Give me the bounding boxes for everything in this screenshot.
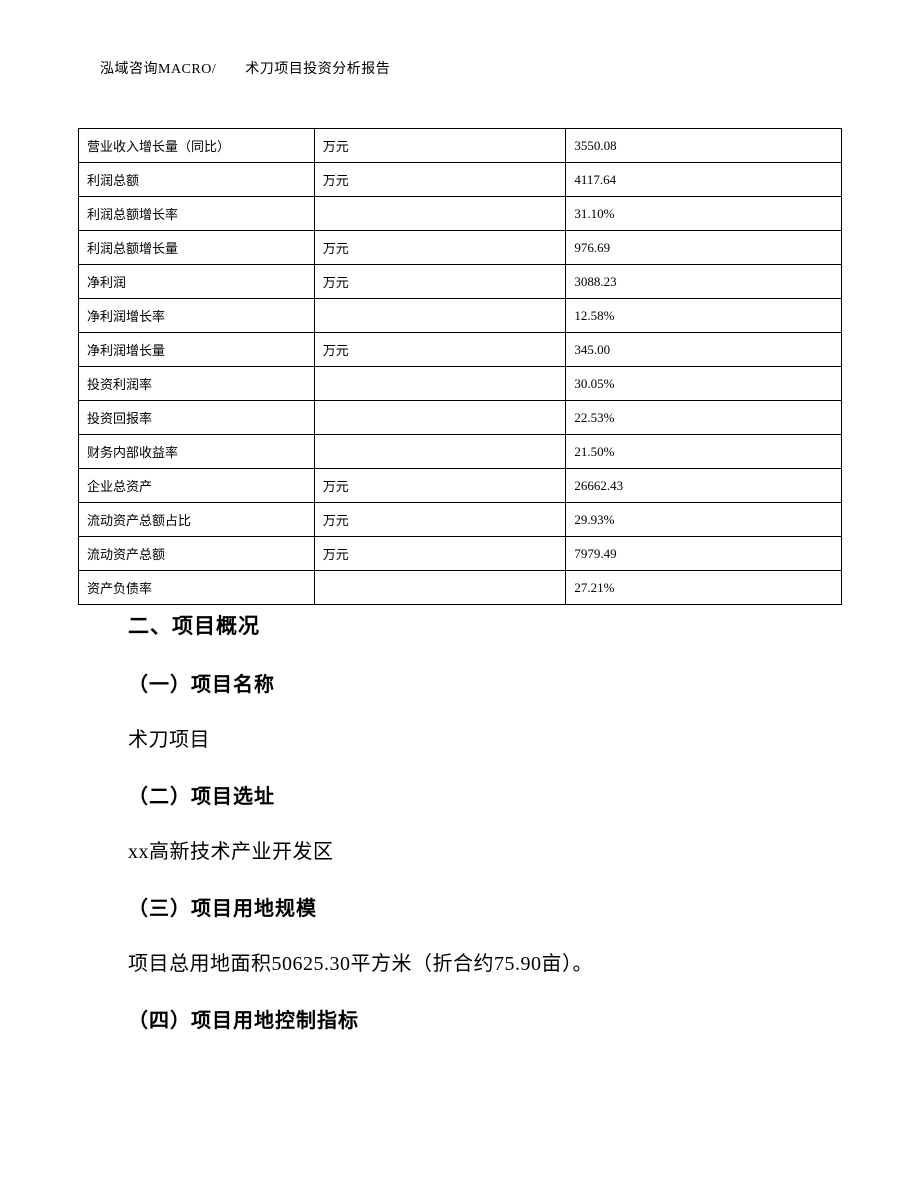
page-header: 泓域咨询MACRO/ 术刀项目投资分析报告 xyxy=(100,58,390,78)
table-cell-unit: 万元 xyxy=(314,537,566,571)
body-text: xx高新技术产业开发区 xyxy=(128,835,818,864)
subsection-heading: （一）项目名称 xyxy=(128,668,818,697)
table-row: 净利润增长量 万元 345.00 xyxy=(79,333,842,367)
table-cell-value: 3088.23 xyxy=(566,265,842,299)
table-cell-value: 976.69 xyxy=(566,231,842,265)
table-row: 投资回报率 22.53% xyxy=(79,401,842,435)
data-table-container: 营业收入增长量（同比） 万元 3550.08 利润总额 万元 4117.64 利… xyxy=(78,128,842,605)
subsection-heading: （二）项目选址 xyxy=(128,780,818,809)
table-cell-value: 3550.08 xyxy=(566,129,842,163)
table-row: 净利润 万元 3088.23 xyxy=(79,265,842,299)
body-text: 项目总用地面积50625.30平方米（折合约75.90亩）。 xyxy=(128,947,818,976)
table-cell-unit: 万元 xyxy=(314,333,566,367)
table-cell-label: 企业总资产 xyxy=(79,469,315,503)
table-cell-unit: 万元 xyxy=(314,129,566,163)
subsection-heading: （四）项目用地控制指标 xyxy=(128,1004,818,1033)
table-cell-unit: 万元 xyxy=(314,469,566,503)
table-cell-unit: 万元 xyxy=(314,265,566,299)
table-row: 流动资产总额占比 万元 29.93% xyxy=(79,503,842,537)
table-row: 资产负债率 27.21% xyxy=(79,571,842,605)
table-cell-value: 345.00 xyxy=(566,333,842,367)
table-cell-label: 财务内部收益率 xyxy=(79,435,315,469)
table-cell-unit: 万元 xyxy=(314,503,566,537)
table-row: 企业总资产 万元 26662.43 xyxy=(79,469,842,503)
table-cell-unit xyxy=(314,367,566,401)
table-cell-unit xyxy=(314,197,566,231)
table-cell-value: 4117.64 xyxy=(566,163,842,197)
table-row: 利润总额增长率 31.10% xyxy=(79,197,842,231)
table-cell-value: 27.21% xyxy=(566,571,842,605)
table-cell-unit xyxy=(314,299,566,333)
body-text: 术刀项目 xyxy=(128,723,818,752)
table-cell-label: 流动资产总额占比 xyxy=(79,503,315,537)
table-cell-unit: 万元 xyxy=(314,163,566,197)
table-body: 营业收入增长量（同比） 万元 3550.08 利润总额 万元 4117.64 利… xyxy=(79,129,842,605)
table-cell-label: 资产负债率 xyxy=(79,571,315,605)
financial-table: 营业收入增长量（同比） 万元 3550.08 利润总额 万元 4117.64 利… xyxy=(78,128,842,605)
table-cell-unit xyxy=(314,401,566,435)
table-cell-value: 29.93% xyxy=(566,503,842,537)
table-cell-value: 31.10% xyxy=(566,197,842,231)
table-cell-value: 26662.43 xyxy=(566,469,842,503)
table-row: 利润总额增长量 万元 976.69 xyxy=(79,231,842,265)
table-cell-label: 营业收入增长量（同比） xyxy=(79,129,315,163)
table-cell-value: 22.53% xyxy=(566,401,842,435)
table-cell-label: 投资回报率 xyxy=(79,401,315,435)
table-cell-unit: 万元 xyxy=(314,231,566,265)
table-row: 净利润增长率 12.58% xyxy=(79,299,842,333)
section-heading: 二、项目概况 xyxy=(128,610,818,640)
table-cell-unit xyxy=(314,571,566,605)
table-cell-label: 利润总额 xyxy=(79,163,315,197)
table-row: 财务内部收益率 21.50% xyxy=(79,435,842,469)
table-cell-value: 30.05% xyxy=(566,367,842,401)
table-cell-value: 7979.49 xyxy=(566,537,842,571)
table-cell-label: 利润总额增长率 xyxy=(79,197,315,231)
table-row: 利润总额 万元 4117.64 xyxy=(79,163,842,197)
table-cell-label: 流动资产总额 xyxy=(79,537,315,571)
subsection-heading: （三）项目用地规模 xyxy=(128,892,818,921)
table-cell-label: 净利润增长量 xyxy=(79,333,315,367)
table-cell-label: 投资利润率 xyxy=(79,367,315,401)
content-section: 二、项目概况 （一）项目名称 术刀项目 （二）项目选址 xx高新技术产业开发区 … xyxy=(128,610,818,1059)
table-row: 投资利润率 30.05% xyxy=(79,367,842,401)
table-cell-unit xyxy=(314,435,566,469)
table-cell-value: 12.58% xyxy=(566,299,842,333)
table-row: 流动资产总额 万元 7979.49 xyxy=(79,537,842,571)
table-cell-label: 净利润增长率 xyxy=(79,299,315,333)
table-cell-label: 净利润 xyxy=(79,265,315,299)
table-cell-value: 21.50% xyxy=(566,435,842,469)
table-cell-label: 利润总额增长量 xyxy=(79,231,315,265)
table-row: 营业收入增长量（同比） 万元 3550.08 xyxy=(79,129,842,163)
